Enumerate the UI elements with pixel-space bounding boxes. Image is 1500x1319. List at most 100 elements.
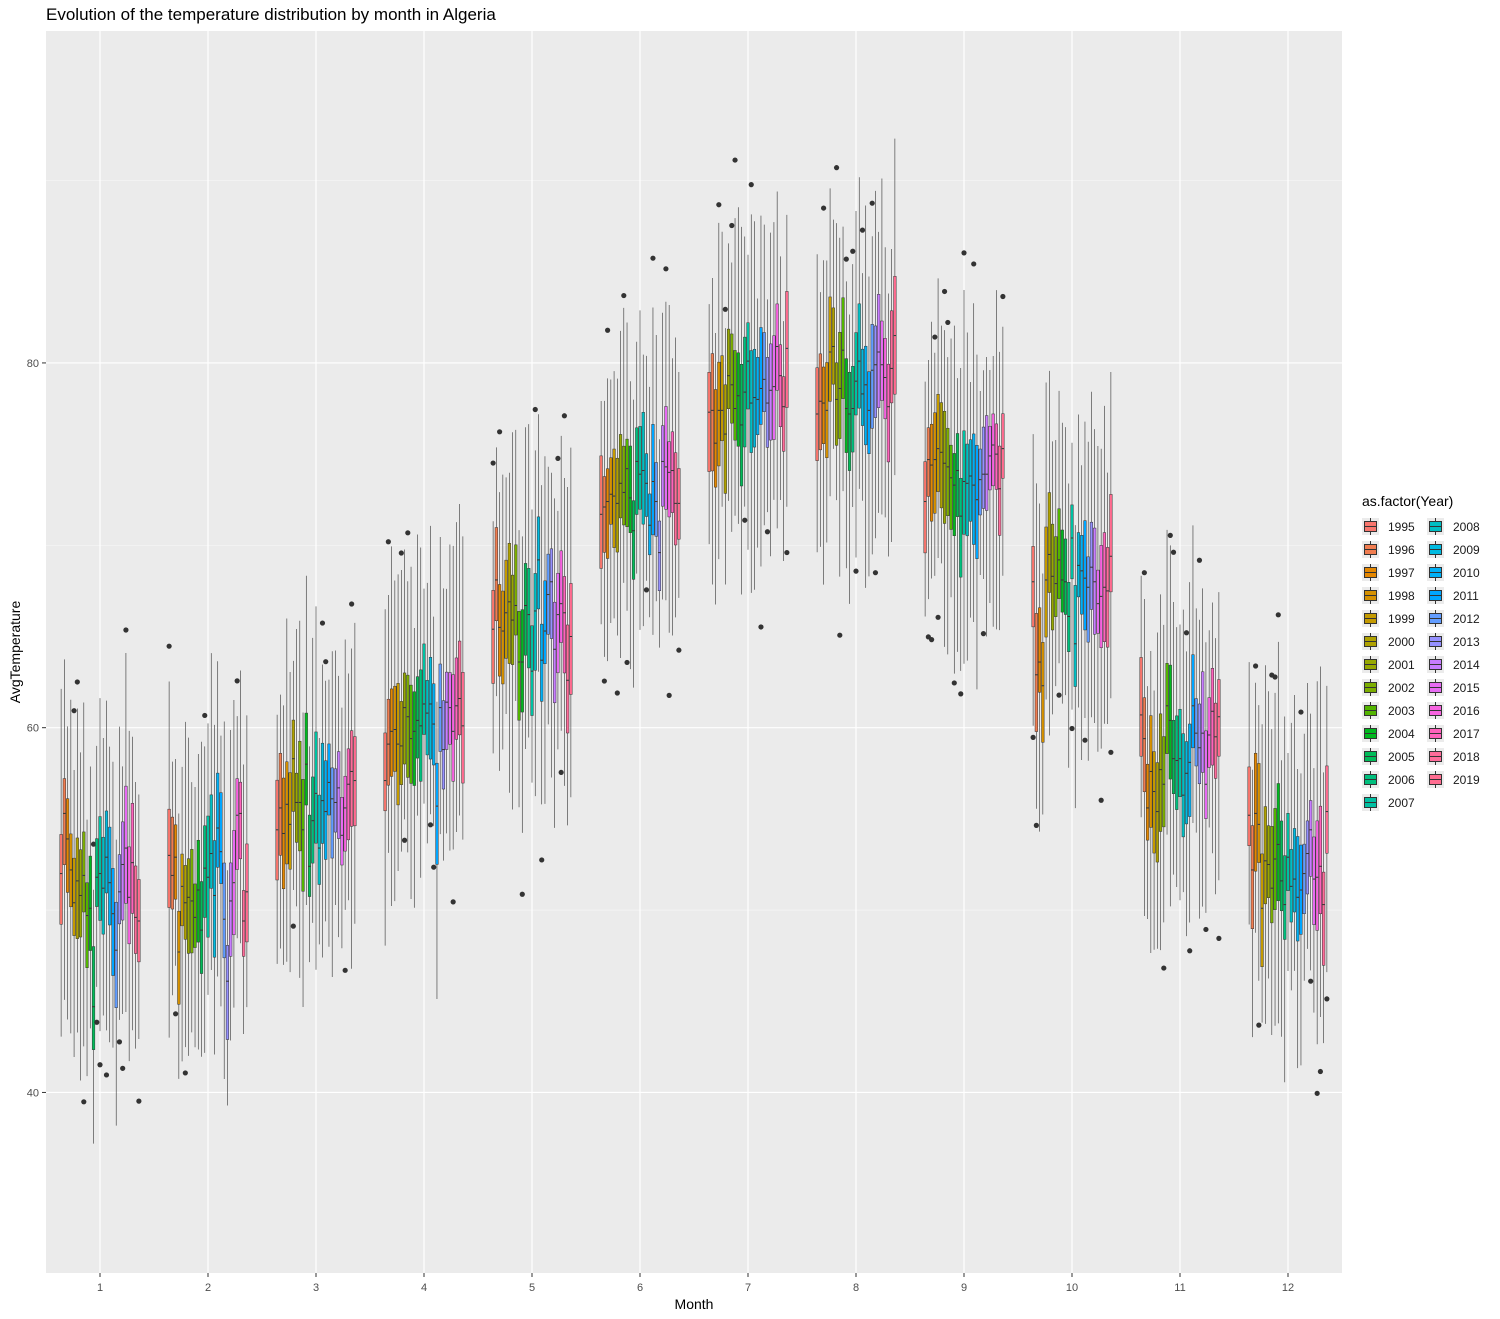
box-12-1996 bbox=[1250, 825, 1254, 929]
box-9-2010 bbox=[972, 433, 976, 545]
box-1-1996 bbox=[62, 778, 66, 865]
x-tick-label: 8 bbox=[853, 1282, 859, 1294]
box-9-1995 bbox=[923, 461, 927, 554]
box-11-2011 bbox=[1191, 654, 1195, 749]
legend-label: 2009 bbox=[1453, 542, 1480, 557]
legend-key-icon bbox=[1362, 748, 1379, 765]
legend-label: 2001 bbox=[1388, 657, 1415, 672]
outlier-point bbox=[116, 1039, 123, 1045]
box-12-2015 bbox=[1312, 836, 1316, 925]
box-10-2006 bbox=[1067, 582, 1071, 652]
outlier-point bbox=[624, 659, 630, 666]
box-3-1998 bbox=[285, 761, 289, 865]
box-4-2002 bbox=[406, 674, 410, 778]
x-tick-label: 12 bbox=[1282, 1282, 1294, 1294]
month-group-7 bbox=[707, 157, 790, 630]
legend-item-2001: 2001 bbox=[1362, 653, 1427, 676]
box-5-1995 bbox=[491, 590, 495, 684]
legend-label: 2011 bbox=[1453, 588, 1479, 603]
box-3-2002 bbox=[298, 740, 302, 852]
box-11-2014 bbox=[1201, 671, 1205, 773]
box-12-2008 bbox=[1289, 849, 1293, 923]
box-10-2012 bbox=[1086, 556, 1090, 643]
box-2-2010 bbox=[216, 772, 220, 868]
box-12-1998 bbox=[1257, 763, 1261, 863]
box-12-2010 bbox=[1296, 836, 1300, 942]
chart-title: Evolution of the temperature distributio… bbox=[46, 5, 496, 24]
month-group-8 bbox=[815, 138, 897, 638]
box-9-2014 bbox=[985, 415, 989, 511]
box-12-2016 bbox=[1315, 820, 1319, 931]
box-8-2017 bbox=[886, 363, 890, 463]
legend-key-icon bbox=[1427, 771, 1444, 788]
box-4-2011 bbox=[435, 762, 439, 865]
legend-item-1998: 1998 bbox=[1362, 584, 1427, 607]
box-2-2011 bbox=[219, 792, 223, 884]
box-11-2017 bbox=[1210, 668, 1214, 766]
legend-label: 2005 bbox=[1388, 749, 1415, 764]
outlier-point bbox=[1170, 549, 1177, 555]
box-10-1996 bbox=[1034, 613, 1038, 732]
box-9-2016 bbox=[991, 413, 995, 487]
legend-item-2015: 2015 bbox=[1427, 676, 1492, 699]
outlier-point bbox=[1314, 1090, 1320, 1096]
outlier-point bbox=[850, 248, 856, 254]
outlier-point bbox=[431, 864, 437, 870]
box-5-2008 bbox=[533, 573, 537, 671]
box-10-2018 bbox=[1106, 547, 1110, 648]
outlier-point bbox=[166, 643, 172, 649]
box-9-2005 bbox=[955, 433, 960, 517]
legend-key-icon bbox=[1362, 564, 1379, 581]
box-6-1997 bbox=[606, 468, 610, 559]
legend-key-icon bbox=[1427, 702, 1444, 719]
box-5-2009 bbox=[536, 516, 541, 610]
legend-key-icon bbox=[1427, 679, 1444, 696]
box-5-2006 bbox=[527, 568, 531, 669]
box-5-2015 bbox=[556, 572, 560, 674]
box-11-2012 bbox=[1194, 698, 1198, 767]
x-tick-label: 1 bbox=[97, 1282, 103, 1294]
outlier-point bbox=[136, 1098, 142, 1104]
box-1-2014 bbox=[121, 821, 125, 921]
box-7-2008 bbox=[749, 350, 753, 453]
x-tick-label: 2 bbox=[205, 1282, 211, 1294]
box-4-2008 bbox=[425, 680, 429, 756]
month-group-1 bbox=[59, 627, 142, 1144]
legend-key-icon bbox=[1362, 541, 1379, 558]
box-1-2002 bbox=[82, 831, 86, 913]
legend-key-icon bbox=[1427, 725, 1444, 742]
box-11-1995 bbox=[1139, 657, 1143, 757]
box-11-2019 bbox=[1217, 679, 1221, 757]
outlier-point bbox=[103, 1072, 110, 1078]
box-6-2017 bbox=[670, 431, 674, 513]
outlier-point bbox=[843, 256, 849, 262]
outlier-point bbox=[1196, 557, 1203, 563]
x-tick-label: 6 bbox=[637, 1282, 643, 1294]
box-9-2002 bbox=[946, 427, 950, 517]
box-6-2002 bbox=[622, 445, 626, 526]
box-4-2015 bbox=[448, 672, 452, 745]
box-9-2013 bbox=[981, 426, 986, 509]
box-8-2011 bbox=[867, 371, 871, 454]
box-8-2009 bbox=[860, 348, 865, 426]
box-10-2019 bbox=[1109, 494, 1113, 593]
legend-item-2000: 2000 bbox=[1362, 630, 1427, 653]
box-2-2018 bbox=[242, 890, 246, 957]
legend-item-2004: 2004 bbox=[1362, 722, 1427, 745]
box-4-2005 bbox=[415, 676, 420, 759]
box-10-2009 bbox=[1076, 532, 1081, 598]
outlier-point bbox=[1298, 709, 1304, 715]
outlier-point bbox=[1167, 532, 1173, 538]
panel-background bbox=[46, 31, 1342, 1273]
outlier-point bbox=[1098, 797, 1104, 803]
month-group-12 bbox=[1247, 612, 1330, 1096]
box-11-2003 bbox=[1165, 663, 1169, 754]
box-6-2009 bbox=[644, 453, 649, 517]
legend-title: as.factor(Year) bbox=[1362, 493, 1454, 509]
box-3-2006 bbox=[311, 776, 315, 864]
box-5-2010 bbox=[540, 623, 544, 702]
legend-label: 2012 bbox=[1453, 611, 1480, 626]
legend-label: 2002 bbox=[1388, 680, 1415, 695]
legend-label: 1995 bbox=[1388, 519, 1415, 534]
